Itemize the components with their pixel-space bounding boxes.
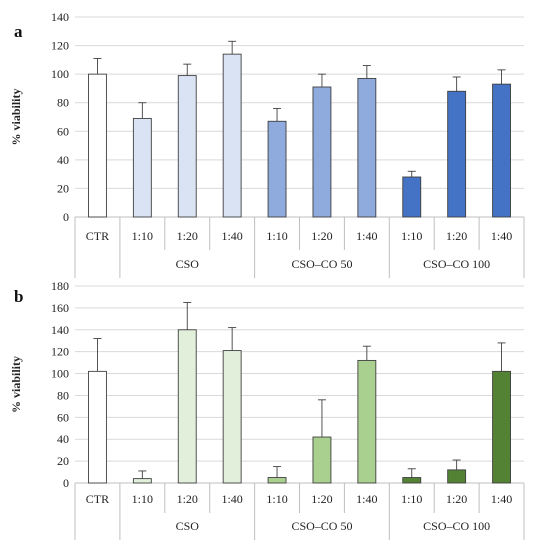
bar [88,73,107,218]
category-label: CTR [86,492,109,506]
y-tick-label: 100 [51,367,69,381]
y-tick-label: 20 [57,454,69,468]
group-label: CSO–CO 100 [423,519,490,533]
bar [177,329,197,484]
y-axis-title: % viability [9,356,23,413]
category-label: 1:20 [311,229,332,243]
category-label: 1:10 [132,229,153,243]
bar [357,77,377,218]
panel-label-b: b [14,287,23,306]
category-label: 1:20 [446,492,467,506]
bar [402,176,422,218]
category-label: 1:40 [491,492,512,506]
category-label: 1:20 [177,492,198,506]
category-label: 1:40 [221,492,242,506]
bar [492,370,511,484]
y-axis-title: % viability [9,88,23,145]
y-tick-label: 60 [57,410,69,424]
category-label: 1:20 [446,229,467,243]
category-label: 1:40 [221,229,242,243]
y-tick-label: 80 [57,388,69,402]
bar [222,350,242,484]
bar [177,75,197,218]
y-tick-label: 0 [63,476,69,490]
category-label: 1:40 [491,229,512,243]
category-label: 1:10 [401,229,422,243]
category-label: 1:20 [177,229,198,243]
category-label: 1:20 [311,492,332,506]
category-label: CTR [86,229,109,243]
y-tick-label: 0 [63,210,69,224]
y-tick-label: 140 [51,10,69,24]
category-label: 1:40 [356,229,377,243]
panel-label-a: a [14,22,23,41]
bar [402,477,422,484]
category-label: 1:10 [401,492,422,506]
bar [132,478,152,484]
bar [267,477,287,484]
bar [357,359,377,484]
y-tick-label: 20 [57,181,69,195]
category-label: 1:40 [356,492,377,506]
y-tick-label: 40 [57,432,69,446]
y-tick-label: 160 [51,301,69,315]
bar [222,53,242,218]
category-label: 1:10 [132,492,153,506]
bar [312,436,332,484]
group-label: CSO [176,519,200,533]
group-label: CSO–CO 100 [423,257,490,271]
y-tick-label: 60 [57,124,69,138]
y-tick-label: 180 [51,279,69,293]
bar [447,90,467,218]
bar [88,370,107,484]
bar [132,117,152,218]
y-tick-label: 80 [57,96,69,110]
y-tick-label: 40 [57,153,69,167]
group-label: CSO [176,257,200,271]
category-label: 1:10 [266,492,287,506]
y-tick-label: 120 [51,39,69,53]
bar [492,83,511,218]
y-tick-label: 100 [51,67,69,81]
y-tick-label: 120 [51,345,69,359]
group-label: CSO–CO 50 [291,257,352,271]
category-label: 1:10 [266,229,287,243]
bar [267,120,287,218]
bar [312,86,332,218]
bar [447,469,467,484]
y-tick-label: 140 [51,323,69,337]
group-label: CSO–CO 50 [291,519,352,533]
